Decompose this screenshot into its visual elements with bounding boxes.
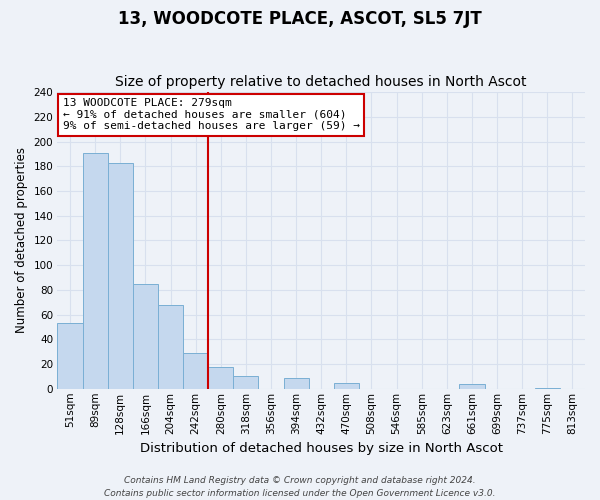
Bar [133, 284, 158, 389]
Bar [284, 378, 308, 389]
Bar [535, 388, 560, 389]
Bar [334, 382, 359, 389]
Text: 13 WOODCOTE PLACE: 279sqm
← 91% of detached houses are smaller (604)
9% of semi-: 13 WOODCOTE PLACE: 279sqm ← 91% of detac… [63, 98, 360, 131]
Y-axis label: Number of detached properties: Number of detached properties [15, 148, 28, 334]
Bar [233, 376, 259, 389]
Bar [158, 304, 183, 389]
Bar [58, 323, 83, 389]
X-axis label: Distribution of detached houses by size in North Ascot: Distribution of detached houses by size … [140, 442, 503, 455]
Text: Contains HM Land Registry data © Crown copyright and database right 2024.
Contai: Contains HM Land Registry data © Crown c… [104, 476, 496, 498]
Text: 13, WOODCOTE PLACE, ASCOT, SL5 7JT: 13, WOODCOTE PLACE, ASCOT, SL5 7JT [118, 10, 482, 28]
Bar [183, 353, 208, 389]
Bar [208, 366, 233, 389]
Title: Size of property relative to detached houses in North Ascot: Size of property relative to detached ho… [115, 76, 527, 90]
Bar [460, 384, 485, 389]
Bar [83, 152, 108, 389]
Bar [108, 162, 133, 389]
